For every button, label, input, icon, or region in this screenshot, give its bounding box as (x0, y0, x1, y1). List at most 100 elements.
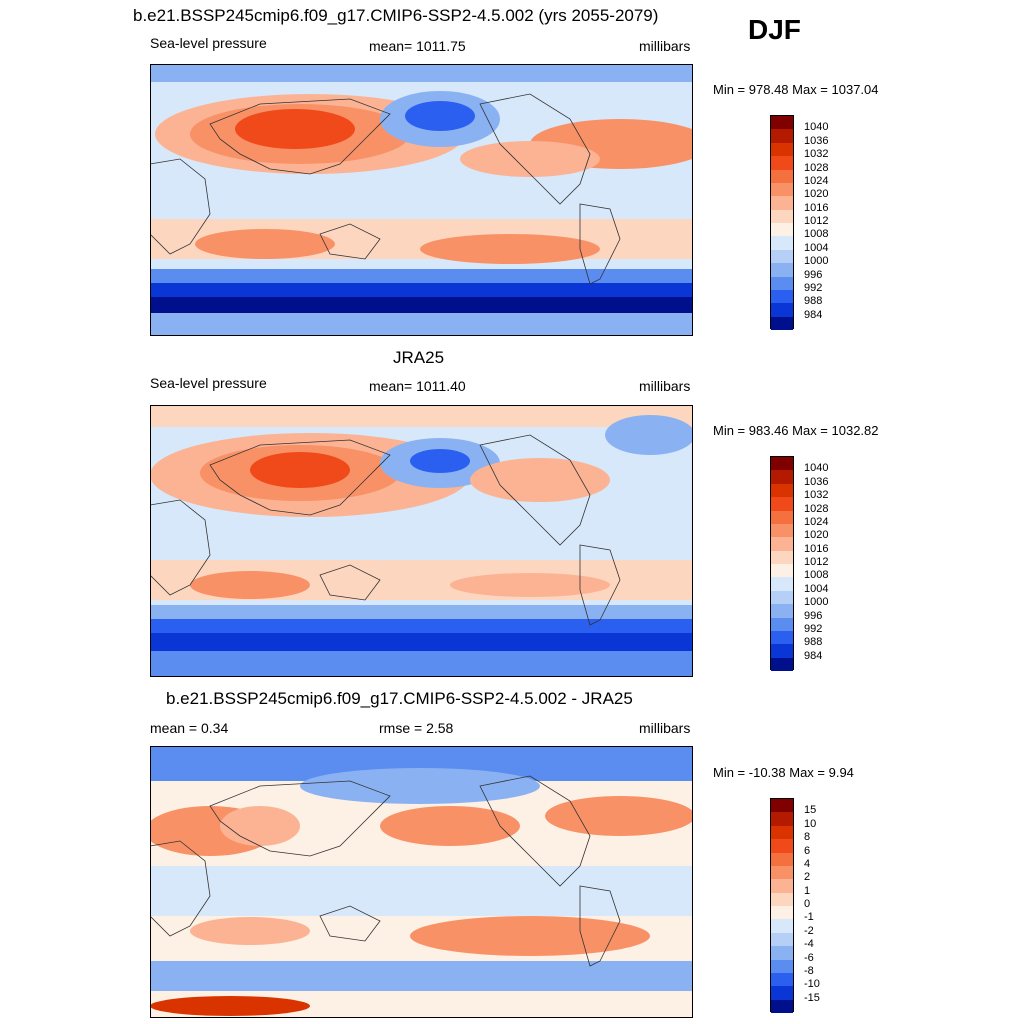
colorbar-swatch (771, 169, 793, 183)
north-pacific-negative (300, 768, 540, 804)
colorbar-tick-label: 996 (804, 268, 823, 281)
colorbar-tick-label: 1020 (804, 529, 829, 542)
panel-3-colorbar-swatches (770, 798, 794, 1013)
central-asia-positive (220, 806, 300, 846)
colorbar-swatch (771, 289, 793, 304)
colorbar-swatch (771, 812, 793, 826)
colorbar-swatch (771, 470, 793, 484)
panel-2-mean-label: mean= 1011.40 (369, 378, 466, 394)
indian-ocean-high (190, 571, 310, 599)
colorbar-tick-label: 10 (804, 817, 817, 830)
colorbar-tick-label: 1004 (804, 241, 829, 254)
indian-ocean-positive (190, 917, 310, 945)
panel-2-variable-label: Sea-level pressure (150, 375, 267, 391)
colorbar-swatch (771, 972, 793, 987)
colorbar-tick-label: -4 (804, 938, 814, 951)
southern-ocean-band-1 (150, 269, 693, 283)
season-label: DJF (748, 14, 801, 45)
panel-1-title: b.e21.BSSP245cmip6.f09_g17.CMIP6-SSP2-4.… (133, 6, 659, 25)
panel-2-colorbar-swatches (770, 456, 794, 671)
colorbar-tick-label: 1000 (804, 255, 829, 268)
colorbar-tick-label: 1016 (804, 542, 829, 555)
panel-3-title: b.e21.BSSP245cmip6.f09_g17.CMIP6-SSP2-4.… (166, 689, 633, 708)
panel-2-units-label: millibars (639, 378, 691, 394)
colorbar-swatch (771, 825, 793, 840)
southern-ocean-band-2 (150, 283, 693, 297)
colorbar-tick-label: 996 (804, 609, 823, 622)
panel-1-colorbar-swatches (770, 115, 794, 330)
colorbar-swatch (771, 879, 793, 893)
colorbar-swatch (771, 906, 793, 920)
southern-ocean-negative (150, 961, 693, 991)
southern-ocean-band-3 (150, 633, 693, 651)
north-pacific-positive (380, 806, 520, 846)
colorbar-swatch (771, 209, 793, 223)
colorbar-swatch (771, 129, 793, 143)
colorbar-swatch (771, 630, 793, 645)
panel-3-map-svg (150, 746, 693, 1018)
colorbar-swatch (771, 276, 793, 290)
map-frame (150, 405, 693, 677)
colorbar-tick-label: 1012 (804, 556, 829, 568)
panel-1-map-svg (150, 64, 693, 336)
panel-3-units-label: millibars (639, 720, 691, 736)
asian-high-core (235, 109, 355, 149)
colorbar-tick-label: 1036 (804, 475, 829, 488)
colorbar-tick-label: 1000 (804, 596, 829, 609)
coastlines (150, 93, 621, 285)
colorbar-tick-label: 1040 (804, 462, 829, 475)
icelandic-low (605, 415, 693, 455)
colorbar-tick-label: 1028 (804, 161, 829, 174)
southern-ocean-band-1 (150, 605, 693, 619)
colorbar-swatch (771, 537, 793, 551)
colorbar-tick-label: 6 (804, 844, 811, 857)
colorbar-tick-label: 1004 (804, 582, 829, 595)
asian-high-core (250, 452, 350, 488)
panel-2-map-svg (150, 405, 693, 677)
panel-1-variable-label: Sea-level pressure (150, 35, 267, 51)
north-atlantic-positive (545, 796, 693, 836)
aleutian-low-core (410, 449, 470, 473)
colorbar-swatch (771, 116, 793, 130)
colorbar-tick-label: 1028 (804, 502, 829, 515)
antarctic-band (150, 651, 693, 677)
southern-ocean-band-3 (150, 297, 693, 313)
panel-2-map (150, 405, 693, 677)
colorbar-swatch (771, 604, 793, 618)
colorbar-tick-label: 1032 (804, 148, 829, 161)
colorbar-tick-label: -2 (804, 924, 814, 937)
antarctic-band (150, 313, 693, 336)
colorbar-tick-label: 1012 (804, 215, 829, 227)
colorbar-swatch (771, 483, 793, 498)
coastlines (150, 775, 621, 967)
panel-3-rmse-label: rmse = 2.58 (379, 720, 454, 736)
colorbar-tick-label: 988 (804, 636, 823, 649)
coastlines (150, 434, 621, 626)
colorbar-tick-label: 1008 (804, 228, 829, 241)
colorbar-tick-label: 992 (804, 281, 823, 294)
colorbar-tick-label: 984 (804, 308, 823, 321)
arctic-band (150, 405, 693, 427)
colorbar-tick-label: 1032 (804, 489, 829, 502)
colorbar-tick-label: 1024 (804, 174, 829, 187)
colorbar-swatch (771, 263, 793, 277)
colorbar-tick-label: 984 (804, 649, 823, 662)
colorbar-tick-label: 992 (804, 622, 823, 635)
antarctic-positive-core (150, 996, 310, 1016)
colorbar-tick-label: 4 (804, 857, 811, 870)
colorbar-tick-label: 1040 (804, 121, 829, 134)
panel-1-units-label: millibars (639, 38, 691, 54)
colorbar-swatch (771, 959, 793, 973)
colorbar-tick-label: 1 (804, 884, 811, 897)
colorbar-tick-label: -6 (804, 951, 814, 964)
southern-ocean-band-2 (150, 619, 693, 633)
colorbar-swatch (771, 497, 793, 511)
map-frame (150, 746, 693, 1018)
colorbar-swatch (771, 510, 793, 524)
colorbar-swatch (771, 196, 793, 210)
colorbar-swatch (771, 182, 793, 197)
south-pacific-positive (410, 916, 650, 956)
colorbar-swatch (771, 852, 793, 866)
south-pacific-high (450, 573, 610, 597)
arctic-band (150, 64, 693, 82)
